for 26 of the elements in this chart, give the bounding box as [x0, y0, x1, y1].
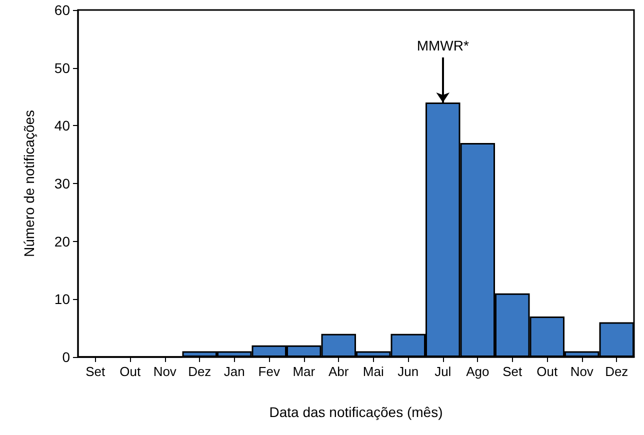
x-tick-label: Mai: [362, 364, 384, 379]
x-tick-label: Jan: [224, 364, 245, 379]
x-tick-label: Set: [86, 364, 106, 379]
x-tick-label: Dez: [605, 364, 628, 379]
x-tick-label: Nov: [570, 364, 594, 379]
annotation: MMWR*: [416, 37, 470, 54]
x-tick-label: Ago: [466, 364, 490, 379]
x-tick-label: Set: [502, 364, 523, 379]
x-tick-label: Dez: [188, 364, 212, 379]
x-axis-title: Data das notificações (mês): [269, 404, 443, 420]
x-tick-label: Jul: [434, 364, 452, 379]
x-tick-label: Jun: [398, 364, 419, 379]
y-tick-label: 50: [54, 60, 70, 76]
y-tick-label: 0: [62, 349, 70, 365]
x-tick-label: Mar: [292, 364, 316, 379]
y-tick-label: 20: [54, 233, 70, 250]
x-tick-label: Out: [120, 364, 141, 379]
y-axis-title: Número de notificações: [21, 110, 37, 258]
y-tick-label: 40: [54, 118, 70, 134]
x-tick-label: Nov: [153, 364, 177, 379]
y-tick-label: 30: [54, 176, 70, 192]
y-tick-label: 60: [54, 2, 70, 18]
x-tick-label: Fev: [258, 364, 280, 379]
x-tick-label: Out: [536, 364, 558, 379]
y-tick-label: 10: [54, 291, 70, 308]
x-tick-label: Abr: [328, 364, 350, 379]
